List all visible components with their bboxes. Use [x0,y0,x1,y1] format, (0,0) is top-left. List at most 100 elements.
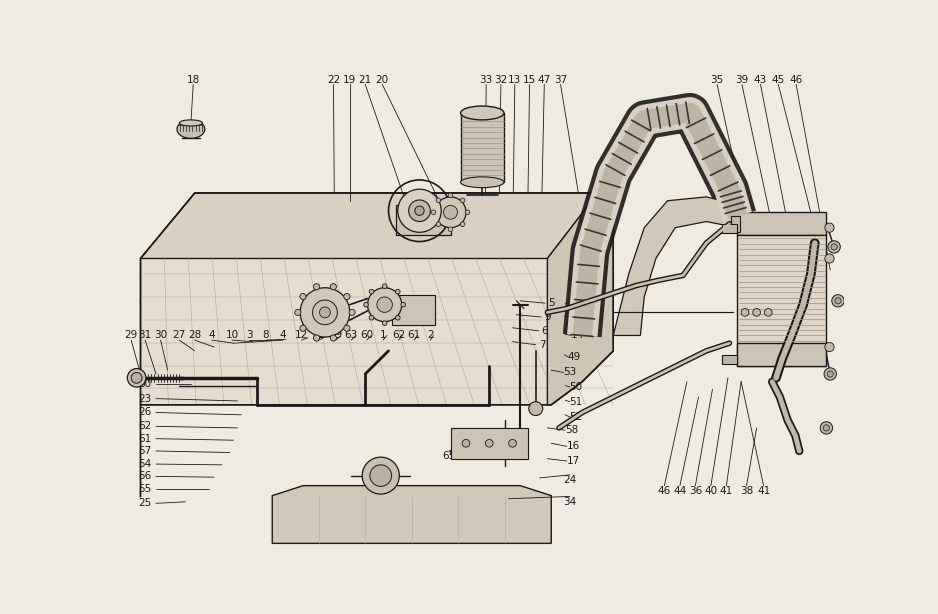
Circle shape [835,298,841,304]
Text: 58: 58 [565,425,578,435]
Text: 65: 65 [443,451,456,461]
Circle shape [344,293,350,300]
Circle shape [825,370,834,379]
Text: 40: 40 [704,486,718,496]
Text: 43: 43 [754,75,767,85]
Circle shape [131,373,142,383]
Text: 14: 14 [571,330,584,341]
Circle shape [300,325,306,332]
Text: 25: 25 [139,499,152,508]
Circle shape [295,309,301,316]
Text: 42: 42 [471,451,484,461]
Ellipse shape [179,120,203,126]
Text: 46: 46 [658,486,671,496]
Circle shape [827,371,833,377]
Polygon shape [141,193,613,497]
Circle shape [741,308,749,316]
Polygon shape [141,193,598,258]
Text: 1: 1 [380,330,386,341]
Circle shape [461,198,465,203]
Text: 48: 48 [571,300,584,309]
Text: 45: 45 [772,75,785,85]
Text: 53: 53 [563,367,577,378]
Circle shape [431,210,436,214]
Bar [396,204,450,235]
Polygon shape [613,197,737,335]
Circle shape [465,210,470,214]
Circle shape [753,308,761,316]
Text: 38: 38 [740,486,753,496]
Text: 62: 62 [139,421,152,432]
Text: 37: 37 [554,75,567,85]
Circle shape [300,288,350,337]
Circle shape [825,254,834,263]
Text: 23: 23 [139,394,152,403]
Text: 46: 46 [571,314,584,324]
Text: 64: 64 [456,451,470,461]
Circle shape [383,321,387,325]
Text: 59: 59 [329,330,342,341]
Circle shape [825,368,837,380]
Text: 4: 4 [208,330,215,341]
Text: 12: 12 [295,330,309,341]
Text: 46: 46 [790,75,803,85]
Circle shape [370,316,374,320]
Text: 9: 9 [544,312,551,322]
Circle shape [349,309,356,316]
Circle shape [128,368,146,387]
Polygon shape [177,125,204,138]
Text: 47: 47 [537,75,551,85]
Text: 54: 54 [139,459,152,469]
Circle shape [820,422,833,434]
Text: 63: 63 [344,330,358,341]
Text: 21: 21 [358,75,371,85]
Circle shape [383,284,387,289]
Text: 51: 51 [569,397,582,406]
Text: 35: 35 [710,75,724,85]
Text: 60: 60 [360,330,373,341]
Text: 57: 57 [139,446,152,456]
Text: 29: 29 [125,330,138,341]
Circle shape [764,308,772,316]
Circle shape [362,457,400,494]
Text: 31: 31 [139,330,152,341]
Circle shape [461,222,465,227]
Text: 15: 15 [522,75,537,85]
Circle shape [832,295,844,307]
Circle shape [313,284,320,290]
Text: 36: 36 [688,486,702,496]
Circle shape [330,335,337,341]
Text: 52: 52 [569,412,582,422]
Text: 33: 33 [479,75,492,85]
Circle shape [448,227,453,231]
Circle shape [313,335,320,341]
Circle shape [825,223,834,232]
Circle shape [370,289,374,294]
Text: 55: 55 [139,484,152,494]
Text: 61: 61 [407,330,421,341]
Circle shape [330,284,337,290]
Circle shape [312,300,338,325]
Bar [450,428,528,459]
Text: 56: 56 [139,472,152,481]
Text: 44: 44 [673,486,687,496]
Circle shape [824,425,829,431]
Circle shape [444,205,458,219]
Text: 32: 32 [494,75,507,85]
Circle shape [448,193,453,198]
Text: 39: 39 [735,75,749,85]
Circle shape [344,325,350,332]
Text: 6: 6 [542,326,549,336]
Text: 34: 34 [563,497,577,507]
Bar [721,224,737,233]
Circle shape [825,343,834,352]
Circle shape [436,222,441,227]
Circle shape [485,440,493,447]
Circle shape [396,289,401,294]
Circle shape [831,244,838,250]
Text: 10: 10 [225,330,238,341]
Text: 41: 41 [757,486,770,496]
Text: 61: 61 [139,433,152,444]
Circle shape [508,440,517,447]
Ellipse shape [461,177,504,188]
